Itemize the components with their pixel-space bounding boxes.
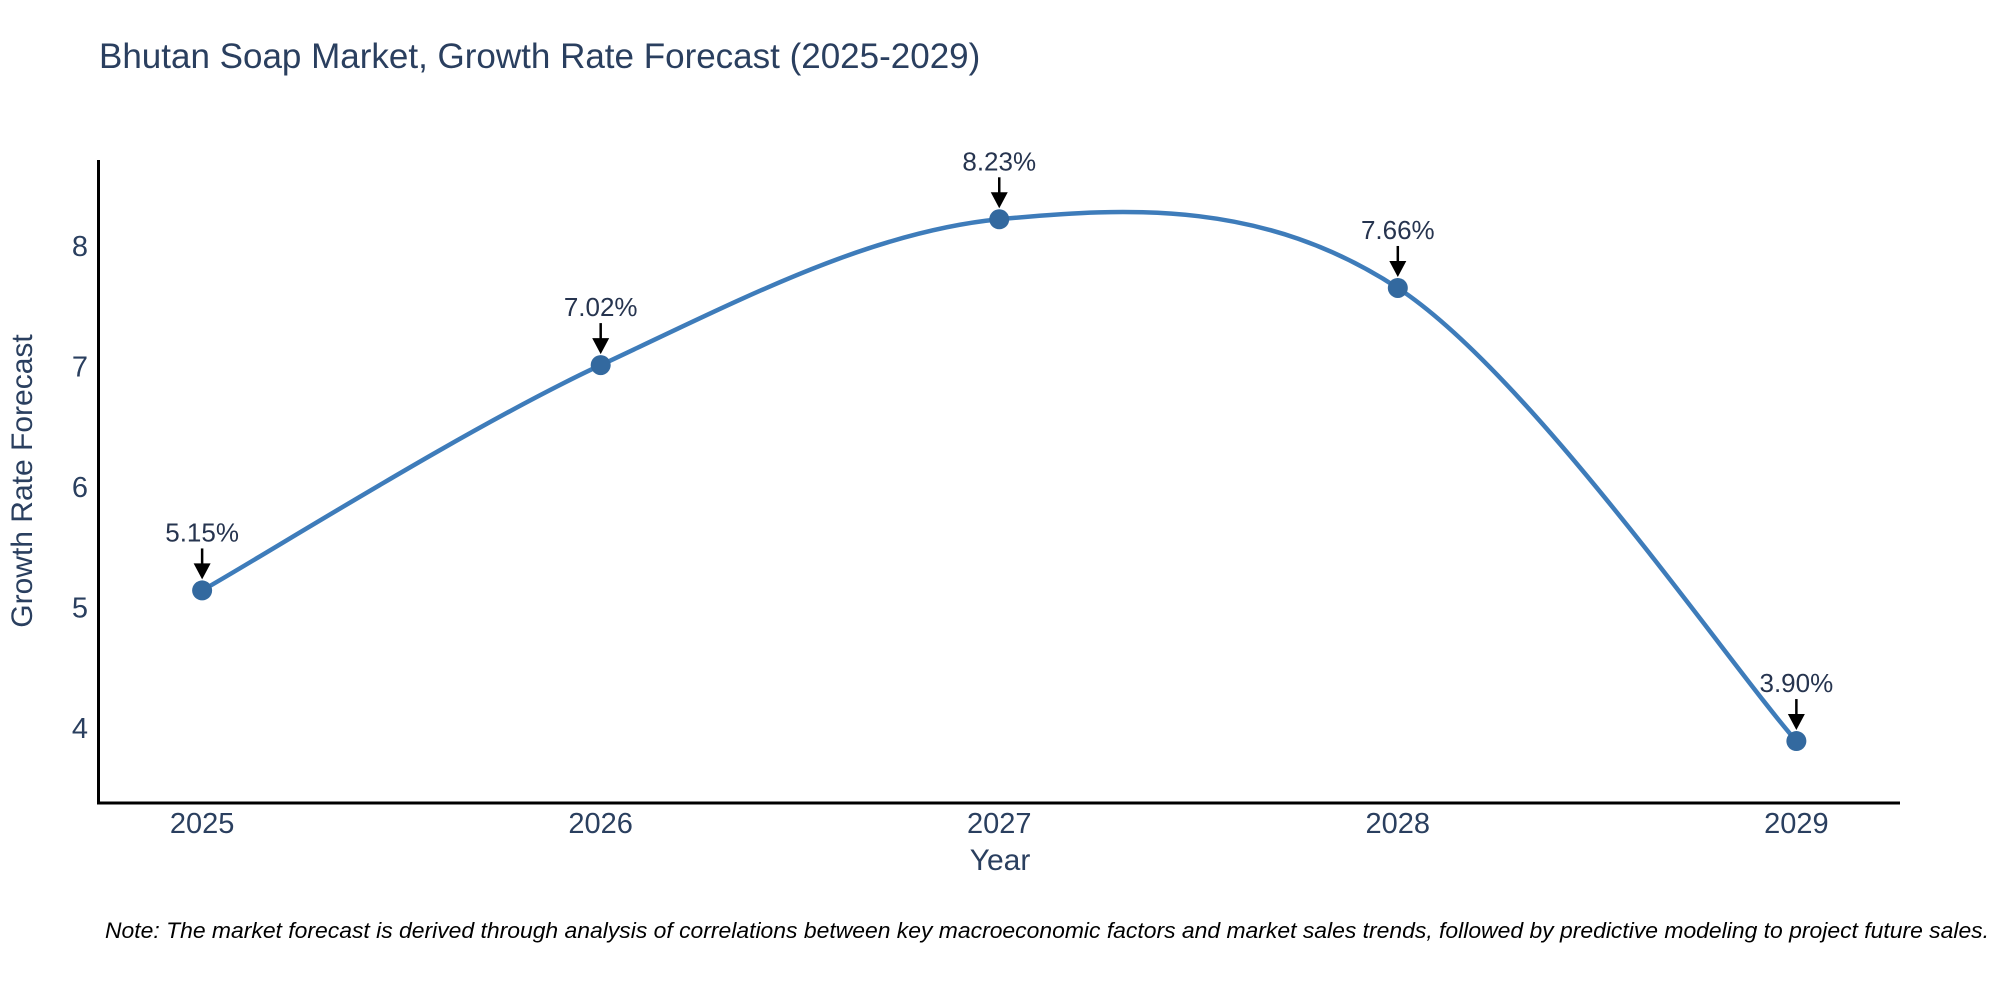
- annotation-label: 8.23%: [962, 146, 1036, 176]
- y-tick-label: 6: [72, 472, 88, 504]
- annotation-arrowhead: [592, 338, 610, 355]
- annotations-layer: 5.15% 7.02% 8.23% 7.66% 3.90%: [165, 146, 1834, 731]
- x-tick-label: 2028: [1366, 808, 1431, 840]
- annotation-arrowhead: [193, 563, 211, 580]
- x-tick-label: 2026: [568, 808, 633, 840]
- annotation-label: 7.02%: [564, 292, 638, 322]
- annotation-label: 5.15%: [165, 517, 239, 547]
- x-tick-label: 2025: [170, 808, 235, 840]
- y-tick-label: 5: [72, 593, 88, 625]
- y-axis-title: Growth Rate Forecast: [6, 334, 39, 628]
- annotation-arrowhead: [1787, 714, 1805, 731]
- x-tick-label: 2029: [1764, 808, 1829, 840]
- data-point-marker: [989, 209, 1010, 230]
- y-tick-label: 4: [72, 713, 88, 745]
- annotation-label: 3.90%: [1760, 668, 1834, 698]
- axis-ticks: 4 5 6 7 8 2025 2026 2027 2028 2029: [72, 231, 1829, 840]
- data-point-marker: [1786, 731, 1807, 752]
- series-layer: [192, 209, 1807, 752]
- x-tick-label: 2027: [967, 808, 1032, 840]
- x-axis-title: Year: [970, 844, 1031, 877]
- data-point-marker: [1387, 277, 1408, 298]
- data-point-marker: [192, 580, 213, 601]
- series-spline: [199, 209, 1799, 744]
- annotation-arrowhead: [990, 192, 1008, 209]
- data-point-marker: [590, 355, 611, 376]
- footnote: Note: The market forecast is derived thr…: [105, 918, 1989, 943]
- y-tick-label: 8: [72, 231, 88, 263]
- annotation-arrowhead: [1389, 260, 1407, 277]
- annotation-label: 7.66%: [1361, 215, 1435, 245]
- chart-title: Bhutan Soap Market, Growth Rate Forecast…: [99, 37, 980, 76]
- y-tick-label: 7: [72, 352, 88, 384]
